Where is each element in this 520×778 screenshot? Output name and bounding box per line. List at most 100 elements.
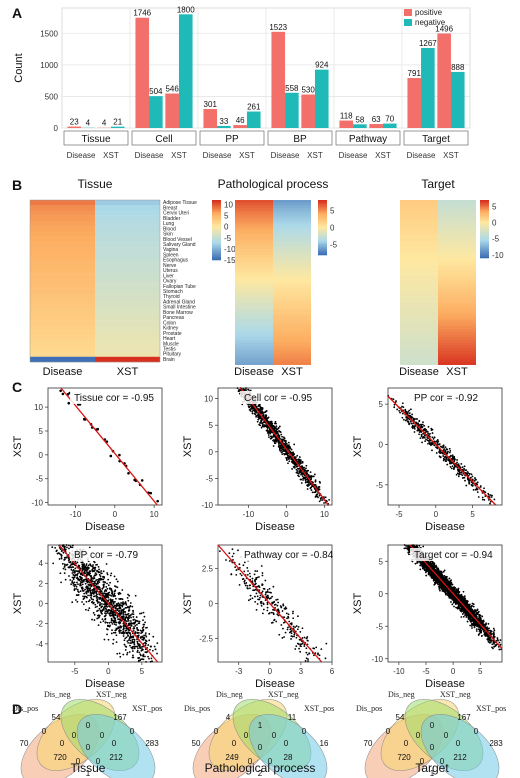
scatter-point bbox=[81, 589, 84, 592]
scatter-point bbox=[145, 635, 148, 638]
row-label: Kidney bbox=[163, 326, 179, 332]
colorbar-segment bbox=[212, 201, 221, 204]
scatter-point bbox=[283, 636, 285, 638]
scatter-point bbox=[257, 416, 260, 419]
scatter-point bbox=[137, 629, 140, 632]
scatter-point bbox=[301, 461, 304, 464]
scatter-point bbox=[461, 468, 464, 471]
scatter-point bbox=[115, 634, 118, 637]
scatter-point bbox=[280, 624, 283, 626]
x-tick-label: XST bbox=[171, 151, 187, 160]
scatter-point bbox=[287, 458, 290, 460]
scatter-point bbox=[483, 498, 486, 501]
scatter-point bbox=[439, 451, 442, 454]
scatter-point bbox=[105, 592, 107, 595]
scatter-point bbox=[266, 426, 269, 429]
scatter-point bbox=[308, 652, 311, 655]
column-label: Disease bbox=[234, 366, 274, 378]
scatter-point bbox=[231, 555, 234, 558]
heatmap-cell bbox=[438, 200, 476, 203]
colorbar-segment bbox=[480, 218, 489, 221]
scatter-point bbox=[89, 570, 92, 573]
heatmap-cell bbox=[438, 224, 476, 228]
scatter-point bbox=[91, 580, 94, 583]
colorbar-segment bbox=[212, 254, 221, 256]
scatter-point bbox=[295, 645, 298, 648]
scatter-point bbox=[427, 425, 430, 428]
scatter-point bbox=[142, 611, 145, 614]
scatter-point bbox=[232, 552, 235, 555]
scatter-point bbox=[393, 406, 396, 409]
heatmap-cell bbox=[273, 219, 311, 223]
cor-label-bg bbox=[70, 391, 156, 404]
scatter-point bbox=[112, 631, 115, 634]
scatter-point bbox=[129, 634, 132, 636]
scatter-point bbox=[462, 615, 465, 618]
scatter-point bbox=[475, 482, 478, 485]
scatter-point bbox=[443, 448, 446, 450]
scatter-point bbox=[150, 657, 153, 660]
scatter-point bbox=[445, 458, 448, 461]
scatter-point bbox=[288, 460, 291, 463]
scatter-point bbox=[98, 578, 100, 581]
scatter-point bbox=[319, 497, 322, 500]
scatter-point bbox=[69, 579, 72, 581]
scatter-point bbox=[83, 592, 86, 595]
scatter-point bbox=[293, 633, 296, 636]
row-label: Adipose Tissue bbox=[163, 200, 197, 206]
scatter-point bbox=[110, 617, 113, 620]
scatter-point bbox=[131, 605, 134, 608]
heatmap-cell bbox=[438, 307, 476, 311]
bar bbox=[369, 124, 383, 128]
scatter-point bbox=[83, 565, 86, 568]
scatter-point bbox=[132, 635, 135, 638]
scatter-point bbox=[109, 615, 112, 617]
scatter-point bbox=[88, 599, 91, 602]
scatter-point bbox=[82, 580, 85, 583]
heatmap-cell bbox=[400, 342, 438, 346]
scatter-point bbox=[143, 637, 146, 640]
scatter-point bbox=[142, 628, 145, 631]
colorbar-segment bbox=[318, 233, 327, 235]
colorbar-segment bbox=[480, 227, 489, 230]
scatter-point bbox=[128, 617, 131, 619]
scatter-point bbox=[106, 572, 109, 574]
scatter-point bbox=[444, 451, 447, 454]
scatter-point bbox=[445, 448, 448, 450]
heatmap-cell bbox=[30, 299, 95, 305]
heatmap-cell bbox=[438, 249, 476, 253]
scatter-point bbox=[425, 430, 428, 433]
scatter-point bbox=[304, 481, 307, 484]
heatmap-cell bbox=[273, 309, 311, 313]
colorbar-segment bbox=[318, 231, 327, 234]
scatter-point bbox=[305, 637, 308, 640]
scatter-point bbox=[272, 445, 275, 447]
scatter-point bbox=[71, 576, 74, 579]
heatmap-cell bbox=[30, 351, 95, 357]
scatter-point bbox=[75, 585, 78, 588]
heatmap-cell bbox=[235, 326, 273, 330]
scatter-point bbox=[234, 566, 237, 569]
scatter-point bbox=[93, 591, 96, 594]
scatter-point bbox=[284, 606, 287, 609]
colorbar-segment bbox=[480, 244, 489, 247]
heatmap-cell bbox=[438, 315, 476, 319]
scatter-point bbox=[254, 579, 256, 582]
scatter-point bbox=[276, 604, 279, 607]
heatmap-cell bbox=[235, 334, 273, 338]
scatter-point bbox=[393, 403, 396, 406]
heatmap-cell bbox=[273, 276, 311, 280]
scatter-panel: Tissue cor = -0.95-10 0 10-10-50510Disease… bbox=[12, 387, 503, 690]
scatter-point bbox=[59, 572, 62, 575]
scatter-point bbox=[96, 617, 99, 620]
heatmap-cell bbox=[30, 247, 95, 253]
colorbar-segment bbox=[212, 227, 221, 229]
scatter-point bbox=[99, 621, 102, 624]
scatter-point bbox=[270, 435, 272, 438]
colorbar-segment bbox=[212, 222, 221, 225]
y-tick-label: 1000 bbox=[40, 61, 58, 70]
scatter-point bbox=[281, 448, 284, 451]
scatter-point bbox=[113, 575, 116, 578]
scatter-point bbox=[293, 635, 295, 638]
scatter-point bbox=[110, 603, 113, 606]
